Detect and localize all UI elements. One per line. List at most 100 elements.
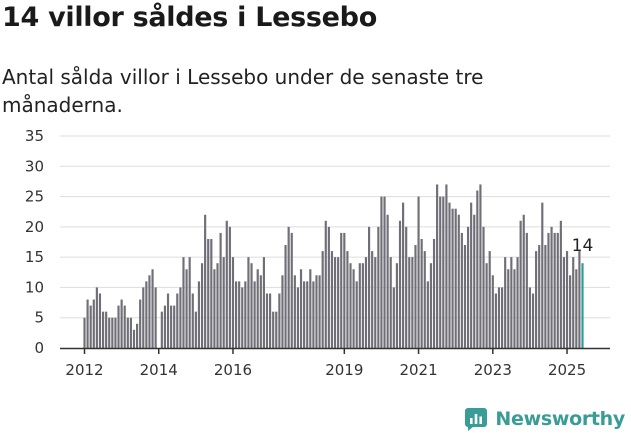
bar [513,269,516,348]
bar [494,293,497,348]
bar [541,202,544,348]
y-tick-label: 5 [34,309,44,327]
bar [324,220,327,348]
bar [454,208,457,348]
bar [451,208,454,348]
bar [516,257,519,348]
bar [479,184,482,348]
bar [234,281,238,348]
bar [303,281,306,348]
bar [250,263,253,348]
x-tick-label: 2023 [474,361,512,379]
bar [231,257,235,348]
bar [504,257,507,348]
bar [337,257,340,348]
bar [139,299,142,348]
bar [170,305,173,348]
bar [247,257,250,348]
bar [194,311,197,348]
bar [414,245,417,348]
bar [346,251,349,348]
bar [333,257,337,348]
bar [290,232,293,348]
bar [562,257,566,348]
bar [154,287,157,348]
bar [330,251,334,348]
bar [145,281,148,348]
bar [95,287,98,348]
bar [405,226,408,348]
bar [482,226,485,348]
bar [114,317,117,348]
bar [556,232,559,348]
x-tick-label: 2014 [140,361,178,379]
y-tick-label: 10 [25,278,44,296]
bar [219,232,222,348]
bar [160,311,163,348]
bar [275,311,278,348]
bar [420,238,423,348]
bar [163,305,167,348]
bar [210,238,213,348]
bar [569,275,572,348]
y-tick-label: 15 [25,248,44,266]
bar [355,281,358,348]
bar [173,305,176,348]
bar [120,299,123,348]
page-title: 14 villor såldes i Lessebo [2,2,377,33]
bar [519,220,522,348]
bar [126,317,129,348]
bar [349,263,352,348]
bar [383,196,386,348]
bar [432,238,436,348]
bar [358,263,361,348]
brand-logo: Newsworthy [464,407,625,431]
bar [111,317,114,348]
bar [259,275,262,348]
y-axis-tick-labels: 0 5 10 15 20 25 30 35 [25,127,44,357]
bar [522,214,525,348]
bar [117,305,120,348]
bar [501,287,504,348]
bar [371,251,374,348]
bar [312,281,315,348]
x-tick-label: 2019 [325,361,363,379]
bar [531,293,535,348]
bar [485,263,488,348]
bar [528,287,531,348]
bar [105,311,108,348]
bar [448,202,451,348]
brand-name: Newsworthy [495,408,625,430]
bar [188,257,191,348]
x-axis-ticks: 2012 2014 2016 2019 2021 2023 2025 [65,348,586,379]
y-tick-label: 0 [34,339,44,357]
x-tick-label: 2025 [548,361,586,379]
bar [244,281,247,348]
bar [191,293,194,348]
bar [398,220,402,348]
bar [321,251,324,348]
y-tick-label: 30 [25,157,44,175]
bar [510,257,513,348]
bar [89,305,92,348]
bar [213,269,216,348]
bar [544,245,547,348]
x-tick-label: 2012 [65,361,103,379]
bar [253,281,256,348]
bar [361,263,364,348]
bar [222,257,225,348]
bar [182,257,185,348]
bar [423,251,426,348]
bar [426,281,429,348]
bar [287,226,290,348]
y-tick-label: 20 [25,218,44,236]
bar [299,269,303,348]
bar [265,293,269,348]
bar [228,226,231,348]
bar [166,293,170,348]
bar [547,232,550,348]
bar [256,269,259,348]
x-tick-label: 2021 [399,361,437,379]
bar [507,269,510,348]
